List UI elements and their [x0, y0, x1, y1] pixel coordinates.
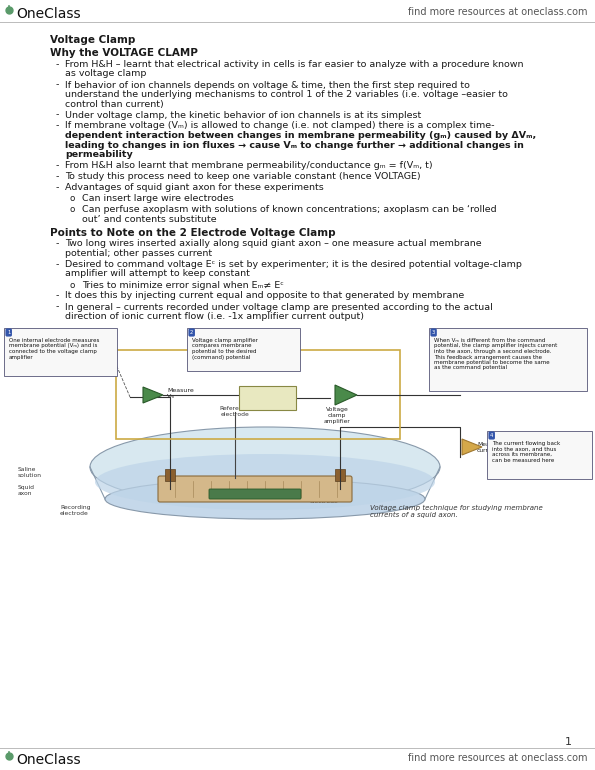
Text: 3: 3 — [432, 330, 436, 335]
Text: out’ and contents substitute: out’ and contents substitute — [82, 215, 217, 223]
Text: direction of ionic current flow (i.e. -1x amplifier current output): direction of ionic current flow (i.e. -1… — [65, 312, 364, 321]
FancyBboxPatch shape — [335, 469, 345, 481]
Text: When Vₘ is different from the command: When Vₘ is different from the command — [434, 338, 546, 343]
Text: potential to the desired: potential to the desired — [192, 349, 256, 354]
Text: as the command potential: as the command potential — [434, 366, 507, 370]
Text: membrane potential to become the same: membrane potential to become the same — [434, 360, 550, 365]
Text: -: - — [56, 122, 60, 130]
Text: Advantages of squid giant axon for these experiments: Advantages of squid giant axon for these… — [65, 183, 324, 192]
Text: If behavior of ion channels depends on voltage & time, then the first step requi: If behavior of ion channels depends on v… — [65, 81, 470, 89]
Text: It does this by injecting current equal and opposite to that generated by membra: It does this by injecting current equal … — [65, 292, 464, 300]
Text: Measure
Vₘ: Measure Vₘ — [167, 388, 194, 399]
Ellipse shape — [95, 454, 435, 510]
Text: Voltage clamp amplifier: Voltage clamp amplifier — [192, 338, 258, 343]
Text: find more resources at oneclass.com: find more resources at oneclass.com — [408, 753, 587, 763]
Text: OneClass: OneClass — [16, 7, 81, 21]
Text: OneClass: OneClass — [16, 753, 81, 767]
FancyBboxPatch shape — [186, 327, 299, 370]
Text: -: - — [56, 111, 60, 119]
Text: 1: 1 — [7, 330, 10, 335]
Text: From H&H – learnt that electrical activity in cells is far easier to analyze wit: From H&H – learnt that electrical activi… — [65, 60, 524, 69]
Text: In general – currents recorded under voltage clamp are presented according to th: In general – currents recorded under vol… — [65, 303, 493, 312]
FancyBboxPatch shape — [165, 469, 175, 481]
Text: -: - — [56, 239, 60, 249]
Text: Measure
current: Measure current — [477, 442, 503, 453]
Text: Voltage Clamp: Voltage Clamp — [50, 35, 136, 45]
Text: 4: 4 — [490, 433, 493, 438]
Text: into the axon, through a second electrode.: into the axon, through a second electrod… — [434, 349, 552, 354]
FancyBboxPatch shape — [487, 430, 591, 478]
Text: Saline
solution: Saline solution — [18, 467, 42, 478]
Text: leading to changes in ion fluxes → cause Vₘ to change further → additional chang: leading to changes in ion fluxes → cause… — [65, 140, 524, 149]
Text: -: - — [56, 172, 60, 181]
Text: Two long wires inserted axially along squid giant axon – one measure actual memb: Two long wires inserted axially along sq… — [65, 239, 481, 249]
Text: Current-
passing
electrode: Current- passing electrode — [310, 487, 339, 504]
Text: understand the underlying mechanisms to control 1 of the 2 variables (i.e. volta: understand the underlying mechanisms to … — [65, 90, 508, 99]
Text: Points to Note on the 2 Electrode Voltage Clamp: Points to Note on the 2 Electrode Voltag… — [50, 227, 336, 237]
Text: Recording
electrode: Recording electrode — [60, 505, 90, 516]
Text: Voltage
clamp
amplifier: Voltage clamp amplifier — [324, 407, 350, 424]
Text: (command) potential: (command) potential — [192, 354, 250, 360]
Text: If membrane voltage (Vₘ) is allowed to change (i.e. not clamped) there is a comp: If membrane voltage (Vₘ) is allowed to c… — [65, 122, 494, 130]
FancyBboxPatch shape — [239, 386, 296, 410]
Text: o: o — [70, 280, 76, 290]
FancyBboxPatch shape — [4, 327, 117, 376]
Text: Can perfuse axoplasm with solutions of known concentrations; axoplasm can be ‘ro: Can perfuse axoplasm with solutions of k… — [82, 205, 497, 214]
Text: amplifier: amplifier — [9, 354, 34, 360]
FancyBboxPatch shape — [428, 327, 587, 390]
Text: -: - — [56, 260, 60, 269]
Text: Why the VOLTAGE CLAMP: Why the VOLTAGE CLAMP — [50, 48, 198, 58]
FancyBboxPatch shape — [209, 489, 301, 499]
Text: -: - — [56, 292, 60, 300]
Polygon shape — [143, 387, 163, 403]
Text: The current flowing back: The current flowing back — [492, 441, 560, 446]
Text: compares membrane: compares membrane — [192, 343, 252, 349]
Text: 2: 2 — [190, 330, 193, 335]
Text: can be measured here: can be measured here — [492, 457, 555, 463]
Polygon shape — [335, 385, 357, 405]
Ellipse shape — [105, 479, 425, 519]
Text: potential; other passes current: potential; other passes current — [65, 249, 212, 258]
Text: into the axon, and thus: into the axon, and thus — [492, 447, 556, 451]
Text: control than current): control than current) — [65, 99, 164, 109]
Text: Can insert large wire electrodes: Can insert large wire electrodes — [82, 194, 234, 203]
Text: o: o — [70, 205, 76, 214]
Text: o: o — [70, 194, 76, 203]
Text: 1: 1 — [565, 737, 572, 747]
Text: -: - — [56, 81, 60, 89]
Text: -: - — [56, 183, 60, 192]
Text: Under voltage clamp, the kinetic behavior of ion channels is at its simplest: Under voltage clamp, the kinetic behavio… — [65, 111, 421, 119]
Text: across its membrane,: across its membrane, — [492, 452, 552, 457]
Text: Reference
electrode: Reference electrode — [220, 406, 250, 417]
Text: find more resources at oneclass.com: find more resources at oneclass.com — [408, 7, 587, 17]
Text: Voltage clamp technique for studying membrane
currents of a squid axon.: Voltage clamp technique for studying mem… — [370, 505, 543, 518]
Text: -: - — [56, 60, 60, 69]
Polygon shape — [462, 439, 482, 455]
Text: To study this process need to keep one variable constant (hence VOLTAGE): To study this process need to keep one v… — [65, 172, 421, 181]
Text: amplifier will attempt to keep constant: amplifier will attempt to keep constant — [65, 270, 250, 279]
Text: One internal electrode measures: One internal electrode measures — [9, 338, 99, 343]
Text: -: - — [56, 303, 60, 312]
FancyBboxPatch shape — [158, 476, 352, 502]
Text: permeability: permeability — [65, 150, 133, 159]
Text: dependent interaction between changes in membrane permeability (gₘ) caused by ΔV: dependent interaction between changes in… — [65, 131, 536, 140]
Text: This feedback arrangement causes the: This feedback arrangement causes the — [434, 354, 542, 360]
Text: Tries to minimize error signal when Eₘ≠ Eᶜ: Tries to minimize error signal when Eₘ≠ … — [82, 280, 284, 290]
Text: Command
voltage: Command voltage — [252, 391, 283, 402]
Text: Squid
axon: Squid axon — [18, 485, 35, 496]
Text: connected to the voltage clamp: connected to the voltage clamp — [9, 349, 97, 354]
Ellipse shape — [90, 427, 440, 507]
Text: potential, the clamp amplifier injects current: potential, the clamp amplifier injects c… — [434, 343, 558, 349]
Text: Desired to command voltage Eᶜ is set by experimenter; it is the desired potentia: Desired to command voltage Eᶜ is set by … — [65, 260, 522, 269]
Text: as voltage clamp: as voltage clamp — [65, 69, 146, 79]
Text: membrane potential (Vₘ) and is: membrane potential (Vₘ) and is — [9, 343, 98, 349]
Text: -: - — [56, 161, 60, 170]
Text: From H&H also learnt that membrane permeability/conductance gₘ = f(Vₘ, t): From H&H also learnt that membrane perme… — [65, 161, 433, 170]
